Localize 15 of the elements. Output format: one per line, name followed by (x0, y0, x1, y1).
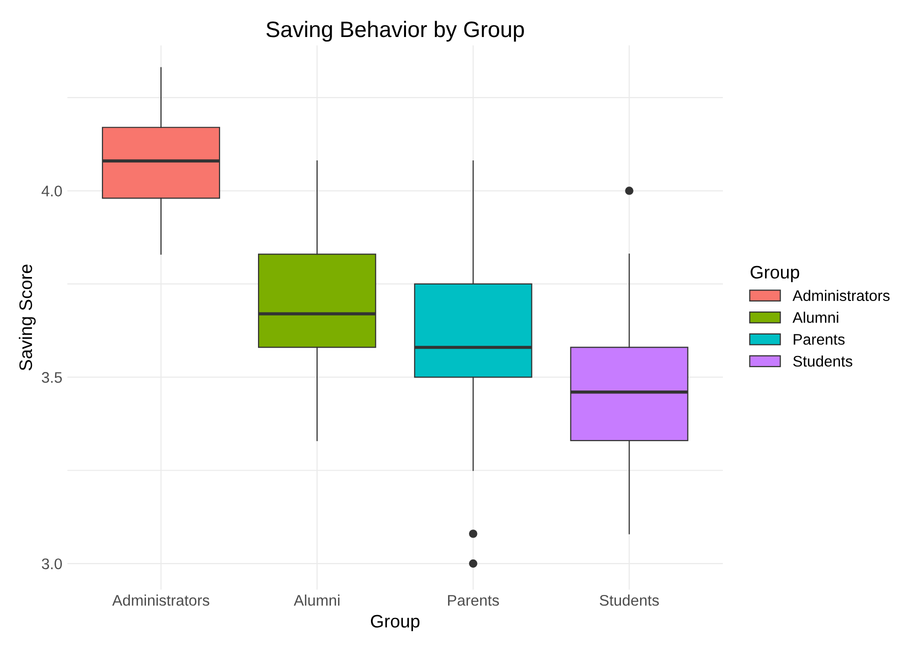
legend-label: Students (793, 355, 852, 367)
x-axis-title: Group (370, 614, 420, 632)
legend-label: Parents (794, 334, 845, 345)
legend-title: Group (750, 266, 800, 282)
y-tick-label: 3.0 (42, 558, 62, 570)
y-tick-label: 4.0 (42, 186, 62, 196)
x-tick-label: Students (600, 594, 659, 606)
x-tick-label: Administrators (112, 594, 210, 606)
y-axis-title: Saving Score (18, 264, 36, 370)
y-tick-label: 3.5 (42, 372, 62, 383)
chart-title: Saving Behavior by Group (266, 20, 524, 42)
legend-label: Administrators (792, 290, 890, 302)
x-tick-label: Parents (448, 595, 499, 606)
legend-label: Alumni (792, 312, 838, 323)
x-tick-label: Alumni (294, 594, 340, 606)
